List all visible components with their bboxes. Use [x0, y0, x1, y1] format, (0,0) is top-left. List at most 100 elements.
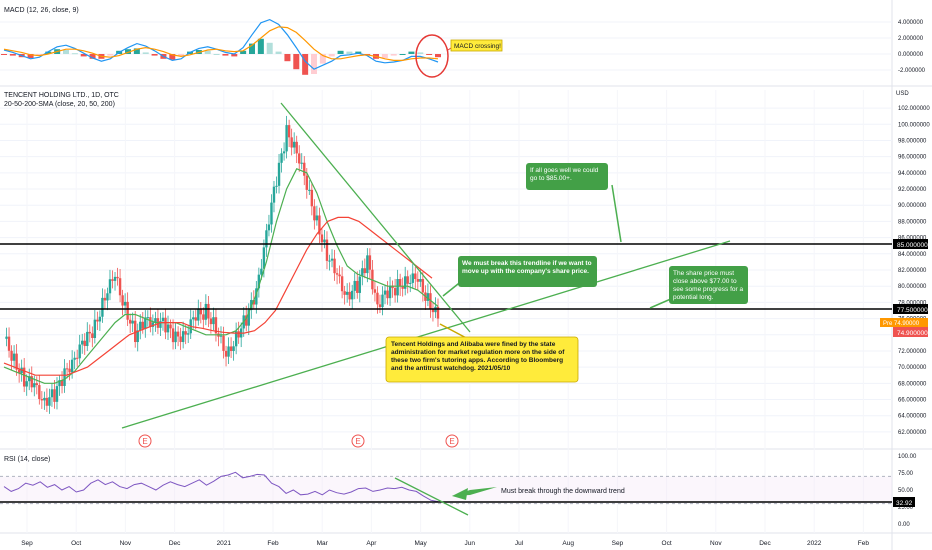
trendline-note[interactable]: We must break this trendline if we want …: [458, 256, 597, 287]
candle-body: [141, 321, 144, 329]
candle-body: [103, 297, 107, 301]
candle-body: [313, 206, 316, 221]
rsi-downtrend-line[interactable]: [394, 477, 469, 516]
macd-histogram-bar: [45, 51, 52, 54]
candle-body: [351, 290, 354, 300]
candle-body: [290, 137, 293, 148]
candle-body: [419, 279, 422, 282]
earnings-marker-1[interactable]: E: [138, 434, 152, 448]
candle-body: [35, 383, 39, 386]
candle-body: [345, 291, 349, 295]
candle-body: [252, 299, 256, 305]
candle-body: [398, 279, 402, 287]
price-tick-label: 98.000000: [898, 138, 927, 144]
rsi-indicator-label[interactable]: RSI (14, close): [4, 456, 50, 463]
candle-body: [186, 333, 190, 335]
macd-tick-label: 4.000000: [898, 20, 924, 26]
candle-body: [366, 255, 369, 274]
earnings-marker-3[interactable]: E: [445, 434, 459, 448]
candle-body: [50, 389, 54, 398]
candle-body: [308, 189, 311, 191]
macd-histogram-bar: [27, 54, 34, 58]
macd-crossing-circle[interactable]: [415, 34, 449, 78]
candle-body: [245, 315, 248, 326]
candle-body: [151, 322, 155, 327]
candle-body: [91, 333, 94, 338]
ascending-trendline[interactable]: [121, 240, 731, 429]
candle-body: [65, 368, 69, 370]
macd-histogram-bar: [284, 54, 291, 62]
price-tick-label: 88.000000: [898, 219, 927, 225]
candle-body: [348, 291, 351, 300]
target-note[interactable]: If all goes well we could go to $85.00+.: [526, 163, 608, 190]
macd-histogram-bar: [346, 51, 353, 54]
candle-body: [318, 215, 321, 235]
macd-histogram-bar: [390, 54, 397, 56]
descending-trendline[interactable]: [280, 102, 471, 333]
candle-body: [388, 285, 392, 299]
time-tick-label: Sep: [21, 540, 33, 547]
candle-body: [55, 386, 59, 402]
candle-body: [28, 376, 31, 382]
candle-body: [98, 316, 102, 322]
candle-body: [134, 320, 137, 343]
macd-histogram-bar: [222, 54, 229, 56]
candle-body: [93, 319, 97, 338]
candle-body: [229, 346, 233, 351]
candle-body: [63, 368, 66, 386]
price-tick-label: 64.000000: [898, 414, 927, 420]
macd-histogram-bar: [36, 54, 43, 56]
macd-line: [3, 18, 439, 70]
price-tick-label: 70.000000: [898, 365, 927, 371]
rsi-tick-label: 50.00: [898, 488, 914, 494]
macd-histogram-bar: [399, 54, 406, 55]
candle-body: [88, 331, 91, 334]
time-tick-label: Oct: [662, 540, 672, 547]
macd-histogram-bar: [204, 50, 211, 54]
candle-body: [262, 247, 266, 269]
candle-body: [247, 309, 250, 326]
level-77-tag: 77.500000: [893, 304, 928, 314]
price-axis-ticks: 102.000000 100.000000 98.000000 96.000000 94…: [898, 106, 930, 436]
svg-text:Tencent Holdings and Alibaba w: Tencent Holdings and Alibaba were fined …: [391, 341, 565, 372]
macd-histogram-bar: [107, 54, 114, 56]
macd-indicator-label[interactable]: MACD (12, 26, close, 9): [4, 7, 79, 14]
candle-body: [192, 317, 195, 320]
price-tick-label: 96.000000: [898, 155, 927, 161]
time-tick-label: Aug: [562, 540, 574, 547]
candle-body: [295, 141, 298, 154]
macd-crossing-note[interactable]: MACD crossing!: [450, 39, 503, 52]
symbol-label[interactable]: TENCENT HOLDING LTD., 1D, OTC: [4, 92, 119, 99]
macd-histogram-bar: [426, 54, 433, 55]
candle-body: [116, 276, 119, 279]
candle-body: [121, 295, 124, 306]
candle-body: [426, 293, 430, 301]
candle-body: [43, 397, 46, 401]
candle-body: [401, 286, 404, 289]
candle-body: [209, 318, 213, 325]
earnings-marker-2[interactable]: E: [351, 434, 365, 448]
rsi-note[interactable]: Must break through the downward trend: [501, 488, 625, 495]
candle-body: [38, 385, 41, 400]
candle-body: [111, 279, 114, 281]
macd-histogram-bar: [257, 38, 264, 54]
price-tick-label: 84.000000: [898, 252, 927, 258]
candle-body: [305, 175, 308, 190]
time-tick-label: 2021: [217, 540, 232, 547]
candle-body: [303, 162, 306, 176]
macd-histogram-bar: [266, 42, 273, 54]
sma-lines: [3, 168, 439, 384]
rsi-line: [3, 471, 439, 503]
candle-body: [277, 162, 281, 186]
sma-indicator-label[interactable]: 20-50-200-SMA (close, 20, 50, 200): [4, 101, 115, 108]
candle-body: [78, 344, 81, 359]
candle-body: [45, 397, 49, 406]
candle-body: [113, 276, 117, 281]
rsi-tick-label: 25.00: [898, 505, 914, 511]
candle-body: [393, 288, 397, 296]
news-note[interactable]: Tencent Holdings and Alibaba were fined …: [385, 336, 579, 383]
close-note[interactable]: The share price must close above $77.00 t…: [669, 266, 748, 304]
rsi-series-line: [3, 471, 439, 503]
